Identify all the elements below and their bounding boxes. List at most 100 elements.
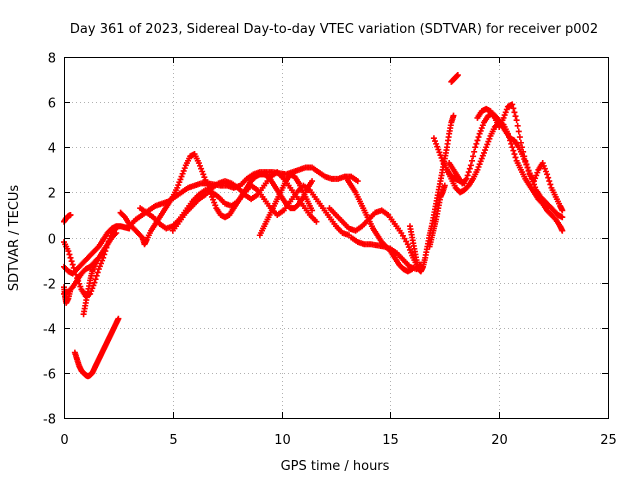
series-sat-m: [326, 205, 420, 268]
x-tick-label: 10: [274, 433, 291, 448]
data-point: [175, 182, 182, 189]
data-points: [61, 72, 566, 380]
data-point: [432, 138, 439, 145]
data-point: [199, 168, 206, 175]
data-point: [512, 154, 519, 161]
data-point: [454, 72, 461, 79]
x-tick-label: 25: [600, 433, 617, 448]
data-point: [559, 207, 566, 214]
data-point: [512, 113, 519, 120]
data-point: [461, 180, 468, 187]
data-point: [197, 162, 203, 169]
series-sat-a: [61, 211, 74, 225]
data-point: [93, 272, 100, 279]
y-tick-label: 6: [48, 97, 56, 112]
data-point: [309, 207, 316, 214]
data-point: [174, 184, 181, 191]
data-point: [511, 151, 518, 158]
data-point: [115, 315, 122, 322]
data-point: [405, 244, 412, 251]
data-point: [404, 241, 411, 248]
y-tick-label: -8: [43, 413, 56, 428]
y-tick-label: -4: [43, 323, 56, 338]
data-point: [434, 143, 441, 150]
data-point: [483, 144, 490, 151]
y-tick-label: 8: [48, 52, 56, 67]
x-tick-label: 15: [382, 433, 399, 448]
data-point: [534, 169, 541, 176]
data-point: [309, 178, 316, 185]
data-point: [545, 174, 552, 181]
y-tick-label: -2: [43, 278, 56, 293]
data-point: [510, 105, 517, 112]
data-point: [525, 167, 532, 174]
data-point: [559, 214, 566, 221]
series-sat-e: [61, 229, 120, 297]
data-point: [513, 117, 520, 124]
series-sat-t: [474, 101, 566, 214]
data-point: [482, 147, 489, 154]
data-point: [479, 152, 486, 159]
data-point: [532, 175, 539, 182]
x-tick-label: 0: [60, 433, 68, 448]
data-point: [463, 175, 470, 182]
data-point: [477, 158, 484, 165]
data-point: [547, 181, 554, 188]
data-point: [476, 161, 483, 168]
data-point: [435, 146, 442, 153]
data-point: [508, 140, 515, 147]
data-point: [539, 160, 546, 167]
data-point: [476, 130, 483, 137]
series-sat-p: [406, 112, 457, 275]
series-sat-f: [80, 257, 100, 318]
data-point: [542, 168, 549, 175]
grid: [64, 57, 608, 418]
data-point: [66, 251, 73, 258]
y-tick-label: -6: [43, 368, 56, 383]
data-point: [93, 257, 100, 264]
data-point: [502, 109, 509, 116]
data-point: [467, 162, 474, 169]
data-point: [519, 144, 526, 151]
data-point: [514, 122, 521, 129]
data-point: [97, 260, 104, 267]
data-point: [503, 106, 510, 113]
data-point: [437, 152, 444, 159]
data-point: [475, 163, 482, 170]
data-point: [480, 149, 487, 156]
data-point: [99, 257, 106, 264]
data-point: [531, 178, 538, 185]
axis-ticks: [64, 57, 609, 419]
data-point: [450, 112, 457, 119]
data-point: [313, 218, 320, 225]
data-point: [479, 122, 486, 129]
data-point: [484, 141, 491, 148]
data-point: [541, 165, 548, 172]
data-point: [180, 167, 187, 174]
data-point: [408, 249, 415, 256]
data-point: [533, 172, 540, 179]
data-point: [441, 182, 448, 189]
data-point: [92, 276, 99, 283]
data-point: [524, 164, 531, 171]
data-point: [464, 172, 471, 179]
series-sat-k: [169, 169, 320, 234]
data-point: [68, 258, 75, 265]
data-point: [436, 149, 443, 156]
data-point: [501, 112, 508, 119]
data-point: [471, 148, 478, 155]
data-point: [522, 157, 529, 164]
data-point: [478, 125, 485, 132]
data-point: [67, 211, 74, 218]
data-point: [509, 144, 516, 151]
x-axis-label: GPS time / hours: [281, 459, 390, 474]
series-sat-d: [61, 223, 133, 277]
y-axis-label: SDTVAR / TECUs: [7, 185, 22, 292]
data-point: [198, 165, 205, 172]
series-sat-l: [256, 171, 316, 239]
data-point: [473, 140, 480, 147]
data-point: [523, 161, 530, 168]
data-point: [176, 179, 183, 186]
data-point: [195, 160, 202, 167]
data-point: [477, 127, 484, 134]
